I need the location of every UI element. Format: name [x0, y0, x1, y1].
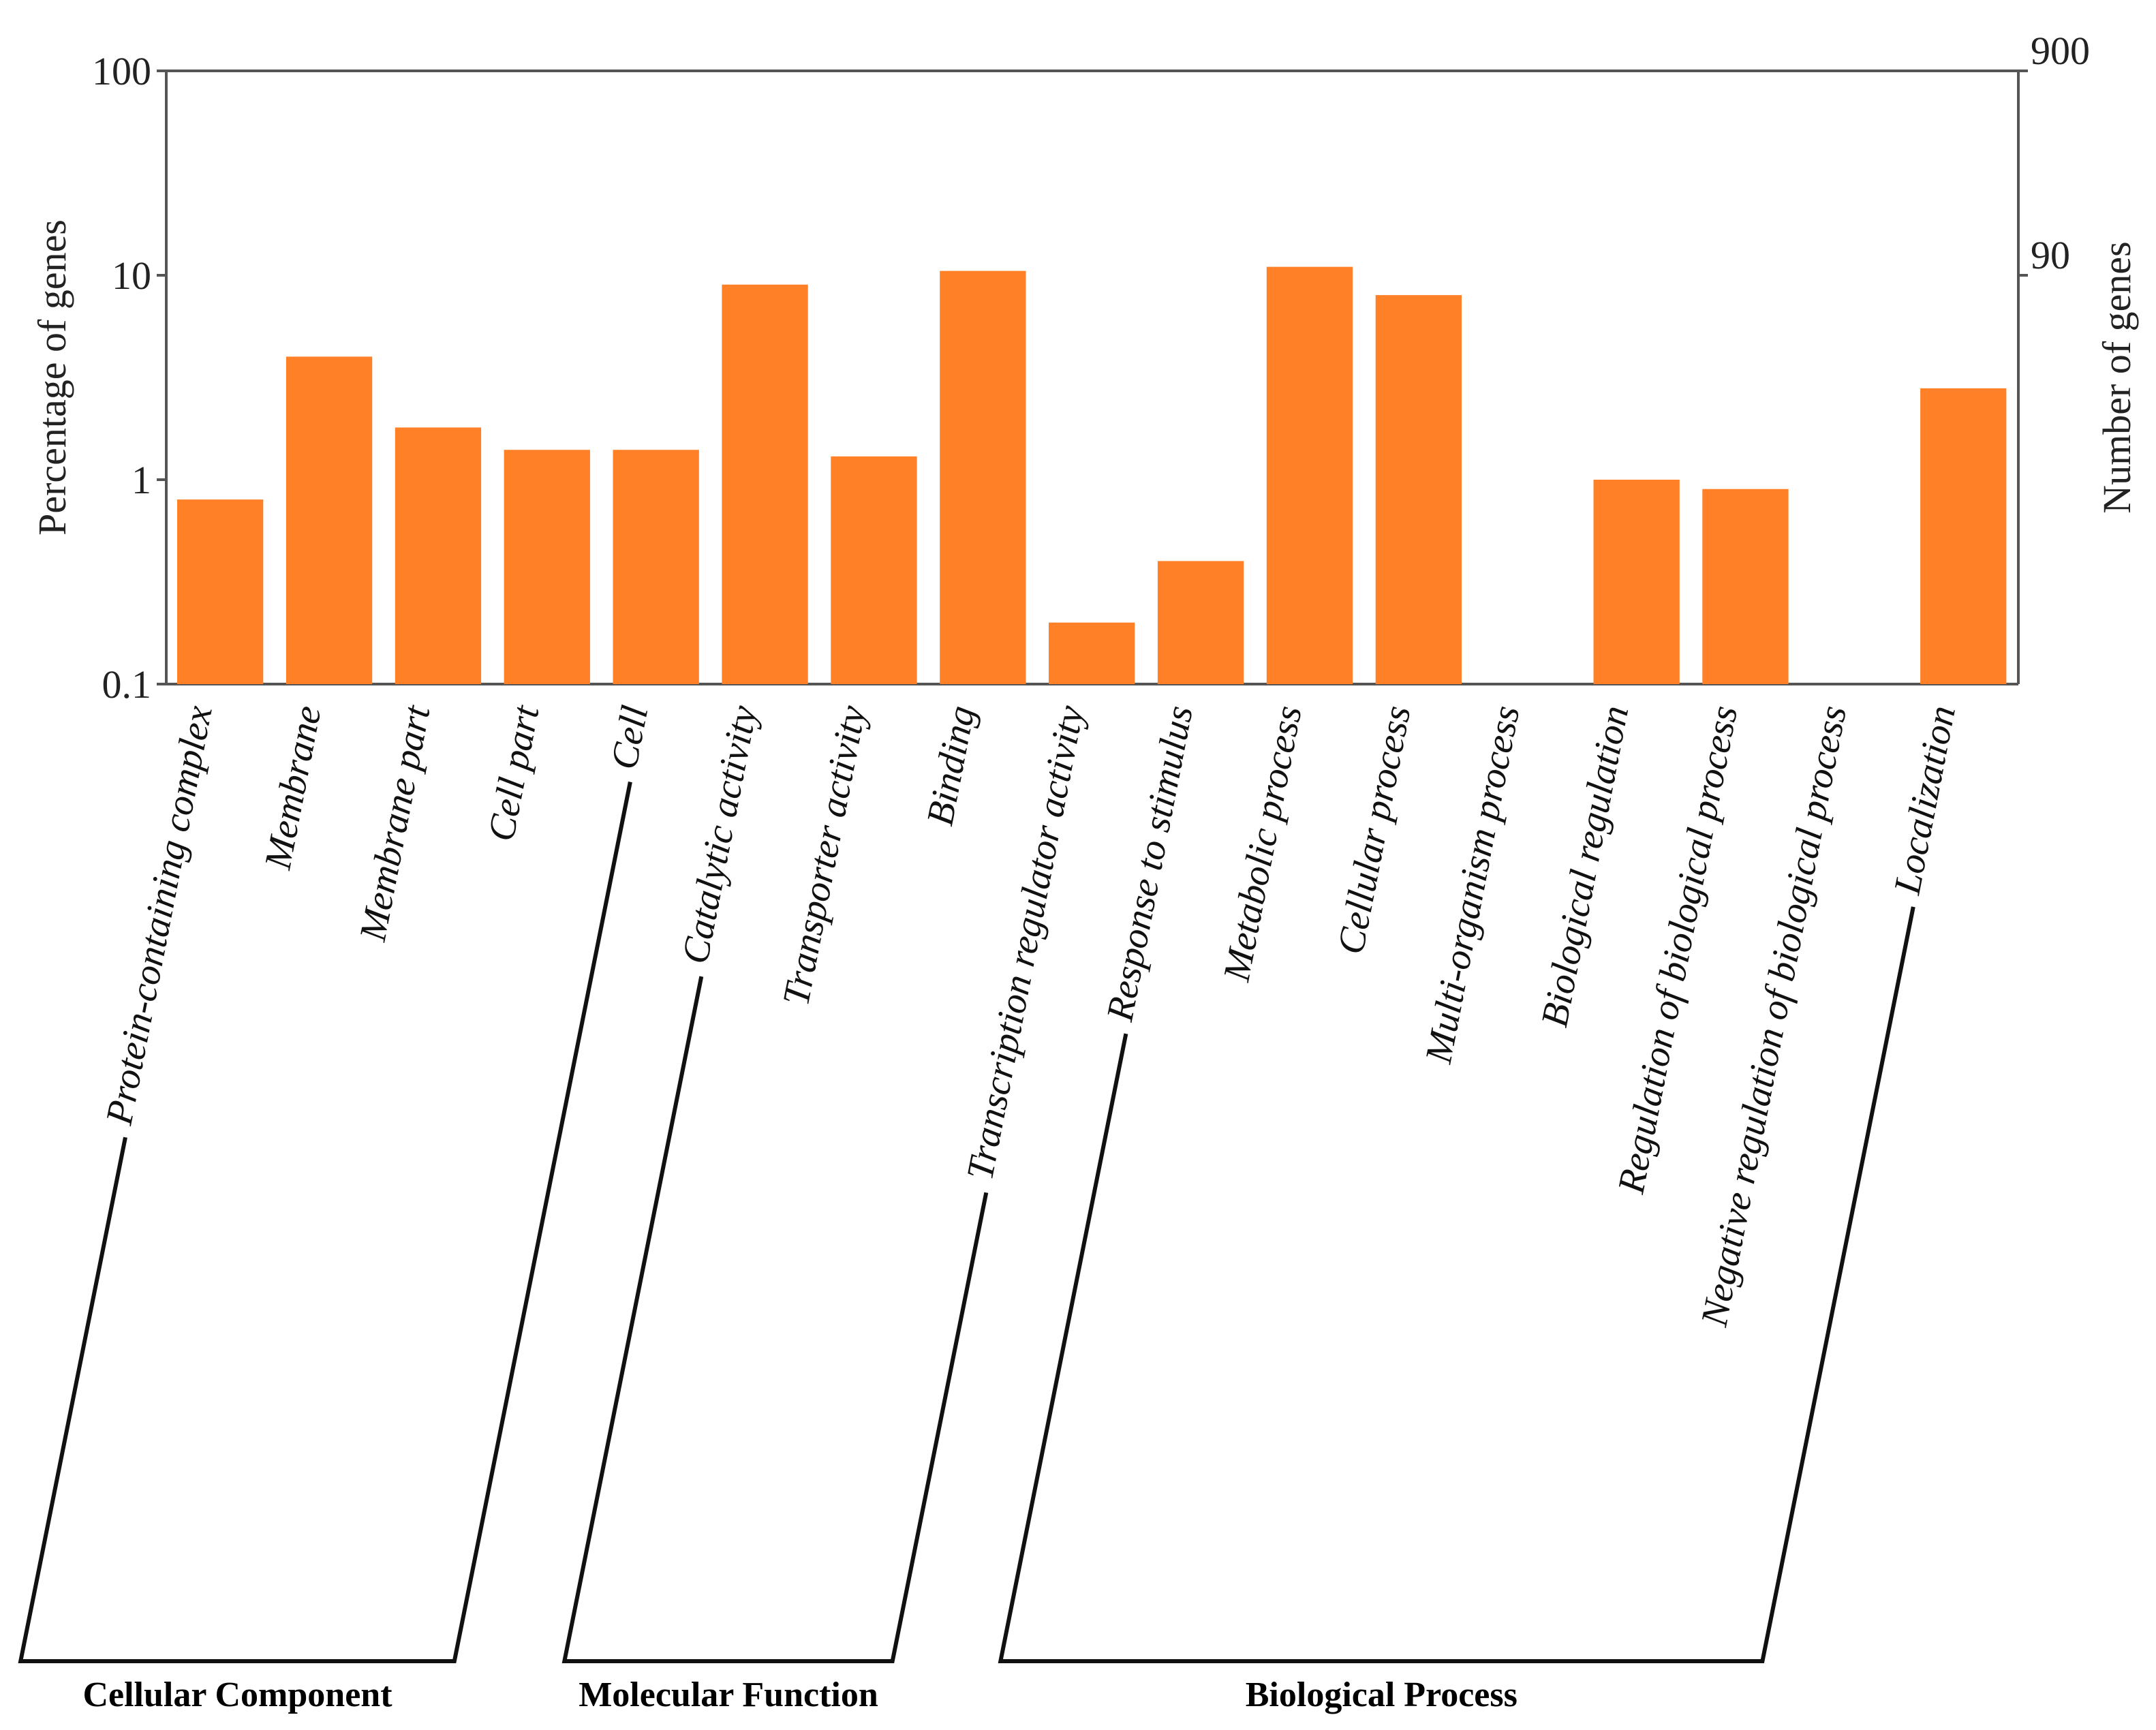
category-label: Transcription regulator activity	[959, 702, 1092, 1184]
group-bracket	[561, 976, 989, 1663]
bar	[1049, 622, 1135, 684]
category-label: Regulation of biological process	[1610, 702, 1746, 1198]
category-labels: Protein-containing complex Membrane Membra…	[98, 701, 1964, 1330]
bar	[831, 456, 917, 684]
y2-tick-label: 90	[2031, 233, 2070, 277]
bar	[286, 356, 373, 684]
bar	[177, 499, 264, 684]
y-tick-label: 10	[112, 253, 151, 298]
y-tick-label: 100	[92, 49, 151, 93]
bar	[613, 450, 699, 684]
category-label: Cell part	[480, 701, 547, 844]
bar	[504, 450, 590, 684]
left-y-ticks: 100 10 1 0.1	[92, 49, 166, 707]
category-label: Binding	[919, 702, 983, 829]
group-bracket	[998, 906, 1915, 1663]
category-label: Membrane part	[352, 701, 439, 945]
category-label: Response to stimulus	[1098, 702, 1201, 1025]
category-label: Cellular process	[1329, 702, 1419, 958]
y-tick-label: 0.1	[102, 662, 152, 707]
bar	[1157, 561, 1244, 684]
bars	[177, 266, 2007, 685]
y-axis-title: Percentage of genes	[30, 219, 74, 536]
category-label: Metabolic process	[1215, 702, 1310, 985]
group-brackets: Cellular Component Molecular Function Biol…	[18, 782, 1915, 1714]
category-label: Cell	[603, 702, 657, 773]
bar	[940, 271, 1026, 685]
bar	[1702, 489, 1789, 684]
y2-axis-title: Number of genes	[2095, 241, 2139, 513]
bar	[722, 284, 808, 684]
category-label: Transporter activity	[775, 702, 874, 1009]
category-label: Membrane	[256, 702, 329, 874]
bar	[395, 427, 482, 684]
bar	[1920, 388, 2007, 684]
category-label: Localization	[1886, 702, 1964, 899]
category-label: Biological regulation	[1533, 702, 1637, 1031]
bar	[1375, 295, 1462, 685]
y2-tick-label: 900	[2031, 29, 2090, 73]
right-y-ticks: 900 90	[2018, 29, 2090, 277]
bar	[1593, 480, 1680, 684]
y-tick-label: 1	[132, 458, 151, 502]
category-label: Catalytic activity	[674, 702, 765, 968]
category-label: Multi-organism process	[1417, 702, 1528, 1068]
category-label: Protein-containing complex	[98, 702, 221, 1129]
group-label: Molecular Function	[579, 1675, 878, 1714]
group-label: Cellular Component	[82, 1675, 392, 1714]
bar	[1266, 266, 1353, 685]
group-bracket	[18, 782, 632, 1663]
group-label: Biological Process	[1246, 1675, 1518, 1714]
